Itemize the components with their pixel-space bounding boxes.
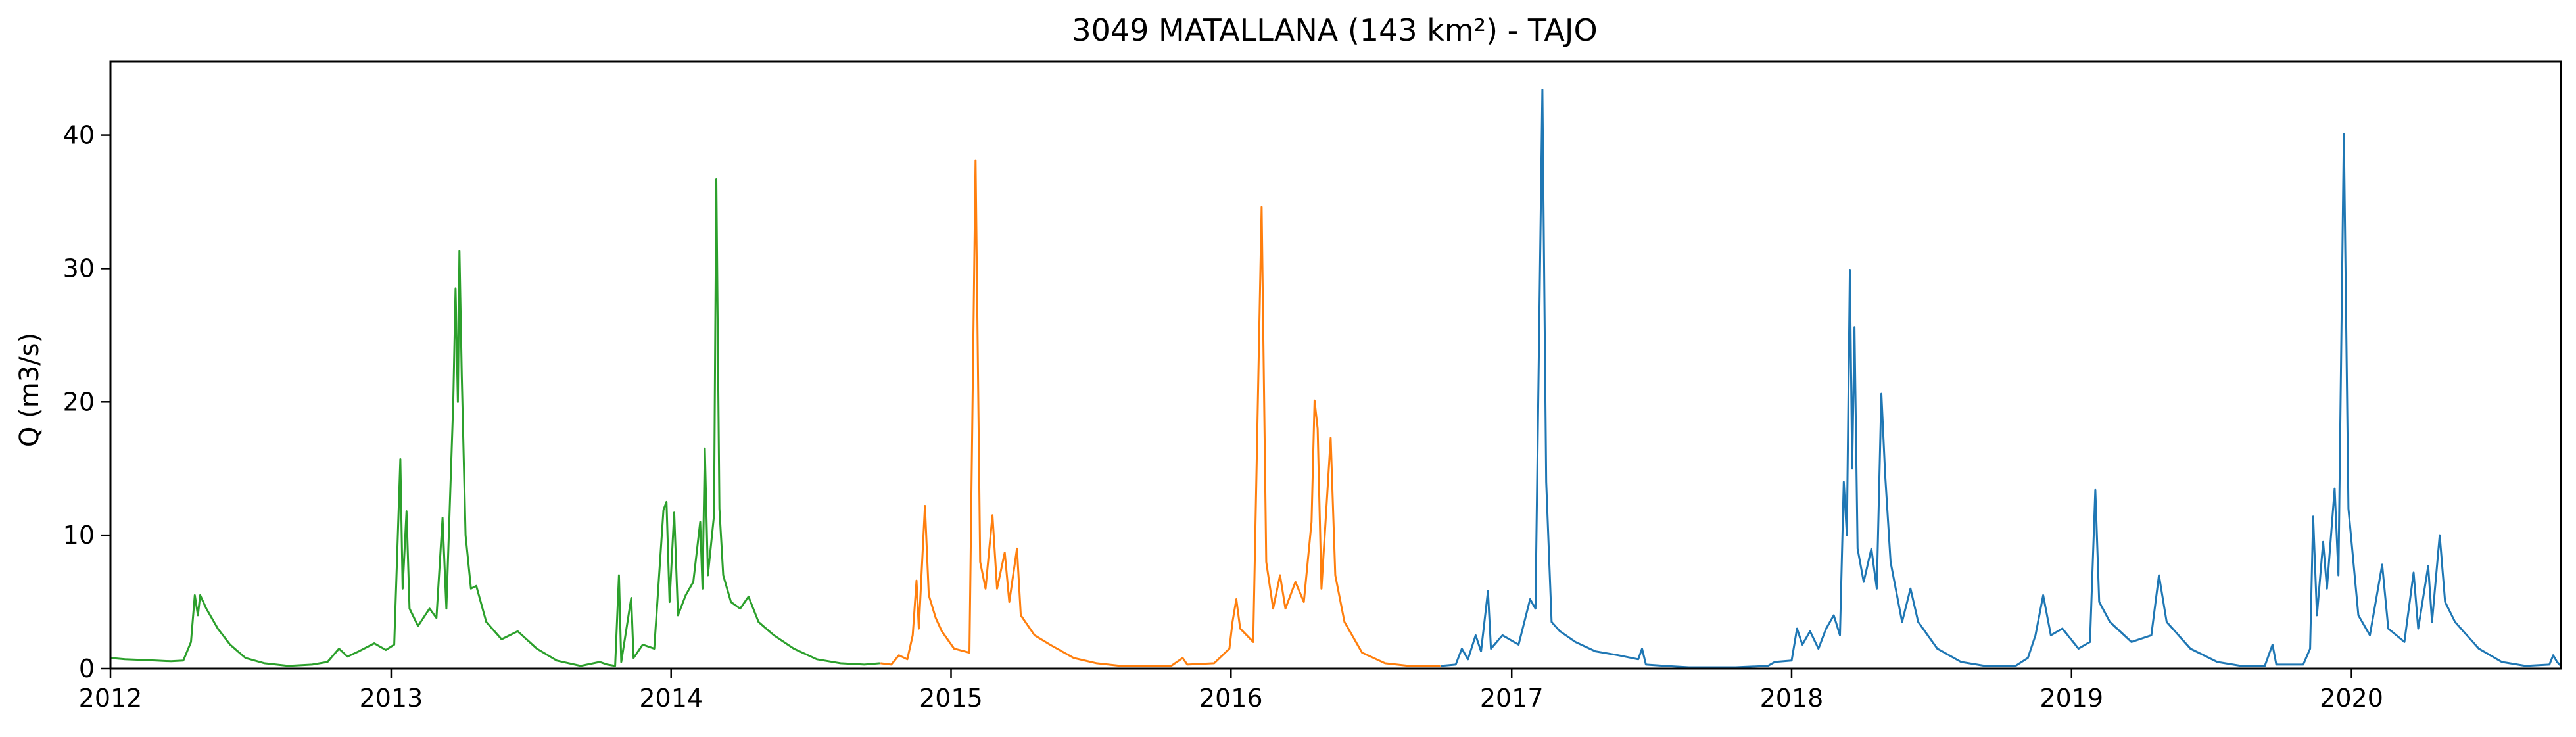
y-tick-label: 10 (63, 521, 95, 550)
y-tick-label: 40 (63, 121, 95, 150)
x-tick-label: 2020 (2320, 684, 2383, 713)
x-tick-label: 2016 (1199, 684, 1263, 713)
x-tick-label: 2017 (1480, 684, 1544, 713)
axis-layer: 2012 2013 2014 2015 2016 2017 2018 2019 2020 0 10 2… (63, 121, 2383, 713)
y-tick-label: 0 (79, 654, 95, 683)
x-tick-label: 2014 (639, 684, 703, 713)
x-tick-label: 2018 (1760, 684, 1824, 713)
chart-title: 3049 MATALLANA (143 km²) - TAJO (1072, 12, 1597, 48)
y-tick-label: 30 (63, 254, 95, 283)
x-tick-label: 2012 (79, 684, 143, 713)
series-line-3 (1441, 89, 2562, 669)
x-tick-label: 2015 (919, 684, 983, 713)
series-layer (110, 89, 2562, 669)
y-axis-label: Q (m3/s) (14, 333, 45, 447)
series-line-1 (110, 178, 880, 667)
plot-area-frame (109, 60, 2562, 670)
x-tick-label: 2013 (360, 684, 423, 713)
y-tick-label: 20 (63, 387, 95, 416)
series-line-2 (880, 159, 1441, 667)
x-tick-label: 2019 (2039, 684, 2103, 713)
